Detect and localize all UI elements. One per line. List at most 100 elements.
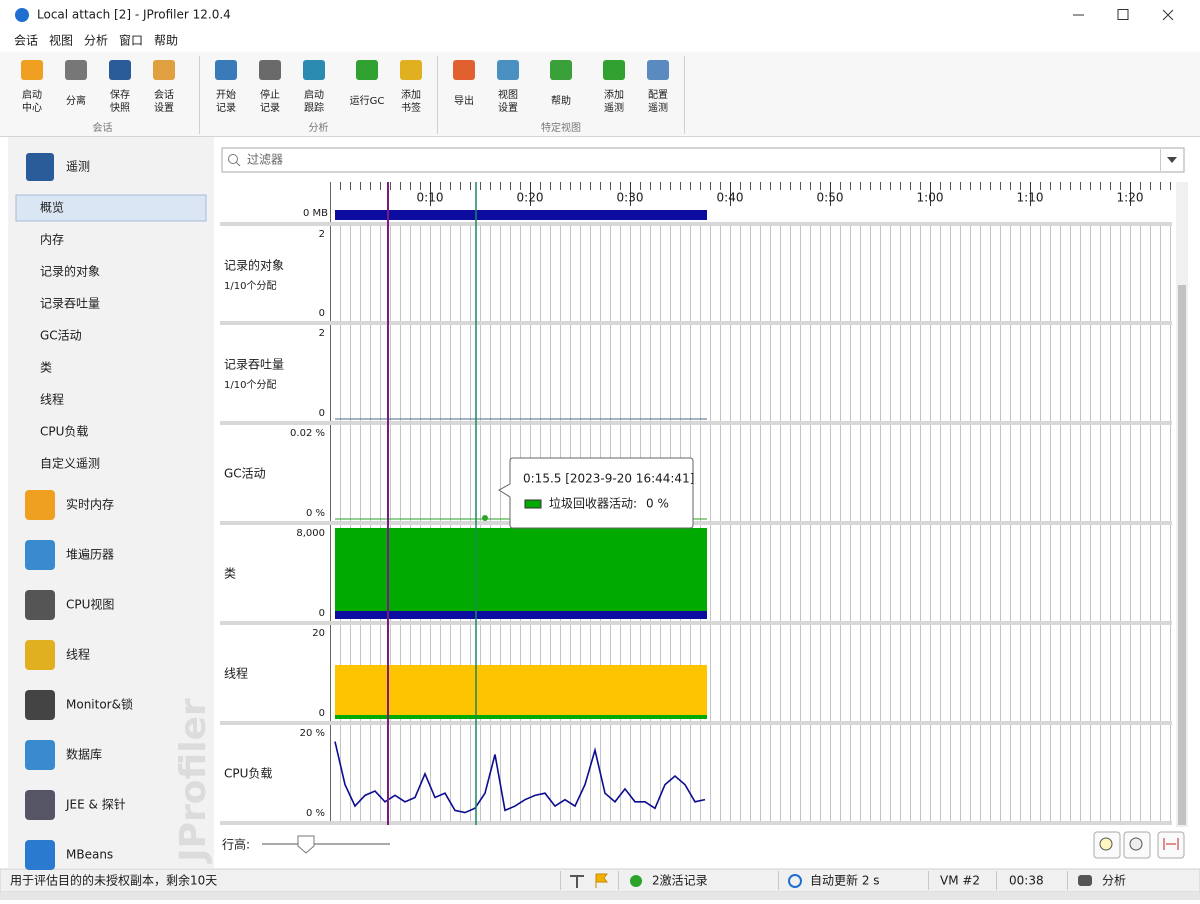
toolbar-button-label[interactable]: 遥测	[648, 101, 668, 114]
filter-box[interactable]	[221, 147, 1185, 173]
menu-item[interactable]: 帮助	[154, 34, 178, 48]
sidebar-item[interactable]: GC活动	[40, 329, 82, 343]
toolbar-icon[interactable]	[109, 60, 131, 80]
sidebar-item[interactable]: 记录的对象	[40, 264, 100, 279]
sidebar-section[interactable]: 线程	[66, 647, 90, 662]
toolbar-icon[interactable]	[21, 60, 43, 80]
memory-bar	[335, 210, 707, 220]
toolbar-button-label[interactable]: 添加	[401, 88, 421, 101]
sidebar-section[interactable]: JEE & 探针	[65, 797, 126, 812]
sidebar-section-icon	[25, 740, 55, 770]
row-label: GC活动	[224, 467, 266, 481]
toolbar-button-label[interactable]: 视图	[498, 88, 518, 101]
row-separator	[220, 821, 1172, 825]
ruler-label: 1:10	[1017, 191, 1044, 205]
row-height-slider[interactable]	[297, 835, 315, 854]
sidebar-item[interactable]: 概览	[40, 200, 64, 215]
sidebar-item[interactable]: 内存	[40, 233, 64, 247]
toolbar-button-label[interactable]: 配置	[648, 89, 668, 101]
row-separator	[220, 721, 1172, 725]
toolbar-button-label[interactable]: 设置	[498, 102, 518, 114]
menu-item[interactable]: 分析	[84, 34, 108, 48]
ruler-label: 0:20	[517, 191, 544, 205]
status-flag-icon	[595, 873, 608, 888]
sidebar-item[interactable]: CPU负载	[40, 425, 88, 439]
row-label: 记录的对象	[224, 258, 284, 273]
sidebar-section[interactable]: 实时内存	[66, 497, 114, 512]
toolbar-icon[interactable]	[497, 60, 519, 80]
toolbar-icon[interactable]	[356, 60, 378, 80]
status-recordings[interactable]: 2激活记录	[652, 874, 708, 888]
window-bottom	[0, 892, 1200, 900]
sidebar-section[interactable]: 数据库	[66, 747, 102, 762]
toolbar-icon[interactable]	[647, 60, 669, 80]
toolbar-icon[interactable]	[153, 60, 175, 80]
toolbar-button-label[interactable]: 中心	[22, 101, 42, 114]
sidebar-section[interactable]: MBeans	[66, 848, 113, 862]
menu-item[interactable]: 窗口	[119, 34, 143, 48]
status-mode: 分析	[1102, 874, 1126, 888]
sidebar-section[interactable]: CPU视图	[66, 597, 114, 612]
toolbar-button-label[interactable]: 导出	[454, 94, 474, 107]
toolbar-button-label[interactable]: 停止	[260, 88, 280, 101]
toolbar-icon[interactable]	[259, 60, 281, 80]
row-max-label: 0.02 %	[290, 428, 325, 439]
toolbar-button-label[interactable]: 添加	[604, 88, 624, 101]
toolbar-icon[interactable]	[400, 60, 422, 80]
toolbar-button-label[interactable]: 会话	[154, 88, 174, 101]
toolbar-button-label[interactable]: 保存	[110, 88, 130, 101]
row-max-label: 20 %	[300, 728, 325, 739]
sidebar-header[interactable]: 遥测	[66, 160, 90, 174]
status-recording-dot	[630, 875, 642, 887]
row-separator	[220, 421, 1172, 425]
toolbar-button-label[interactable]: 开始	[216, 88, 236, 101]
row-separator	[220, 521, 1172, 525]
row-separator	[220, 621, 1172, 625]
close-button[interactable]	[1162, 9, 1174, 21]
toolbar-button-label[interactable]: 快照	[110, 102, 130, 114]
toolbar-icon[interactable]	[550, 60, 572, 80]
toolbar-group-label: 分析	[309, 121, 329, 134]
toolbar-button-label[interactable]: 跟踪	[304, 101, 324, 114]
sidebar-section[interactable]: Monitor&锁	[66, 697, 133, 712]
menu-item[interactable]: 会话	[14, 34, 38, 48]
toolbar-icon[interactable]	[303, 60, 325, 80]
toolbar-button-label[interactable]: 分离	[66, 94, 86, 107]
fit-button[interactable]	[1157, 831, 1185, 859]
sidebar-section[interactable]: 堆遍历器	[66, 548, 114, 562]
toolbar-icon[interactable]	[65, 60, 87, 80]
ruler-label: 0:30	[617, 191, 644, 205]
toolbar-button-label[interactable]: 帮助	[551, 94, 571, 107]
sidebar-item[interactable]: 类	[40, 361, 52, 375]
sidebar-selection	[15, 194, 207, 222]
sidebar-section-icon	[25, 490, 55, 520]
classes-area	[335, 528, 707, 612]
row-label: CPU负载	[224, 767, 272, 781]
toolbar-button-label[interactable]: 记录	[216, 102, 236, 114]
sidebar-section-icon	[25, 590, 55, 620]
toolbar-button-label[interactable]: 书签	[401, 101, 421, 114]
toolbar-button-label[interactable]: 运行GC	[350, 94, 385, 107]
row-min-label: 0 %	[306, 808, 325, 819]
toolbar-icon[interactable]	[603, 60, 625, 80]
toolbar-icon[interactable]	[453, 60, 475, 80]
toolbar-icon[interactable]	[215, 60, 237, 80]
toolbar-button-label[interactable]: 设置	[154, 102, 174, 114]
sidebar-item[interactable]: 线程	[40, 392, 64, 407]
status-auto-update[interactable]: 自动更新 2 s	[810, 873, 880, 888]
maximize-button[interactable]	[1117, 9, 1129, 20]
filter-dropdown[interactable]	[1167, 157, 1177, 163]
toolbar-button-label[interactable]: 遥测	[604, 101, 624, 114]
app-icon	[15, 8, 29, 22]
menu-item[interactable]: 视图	[49, 33, 73, 48]
sidebar-item[interactable]: 自定义遥测	[40, 456, 100, 471]
sidebar-item[interactable]: 记录吞吐量	[40, 297, 100, 311]
scrollbar-thumb[interactable]	[1178, 285, 1186, 825]
status-mode-icon	[1078, 875, 1092, 886]
toolbar-button-label[interactable]: 启动	[304, 88, 324, 101]
toolbar-button-label[interactable]: 启动	[22, 88, 42, 101]
toolbar-button-label[interactable]: 记录	[260, 102, 280, 114]
row-min-label: 0 MB	[303, 208, 328, 219]
status-tool-icon	[570, 875, 584, 888]
